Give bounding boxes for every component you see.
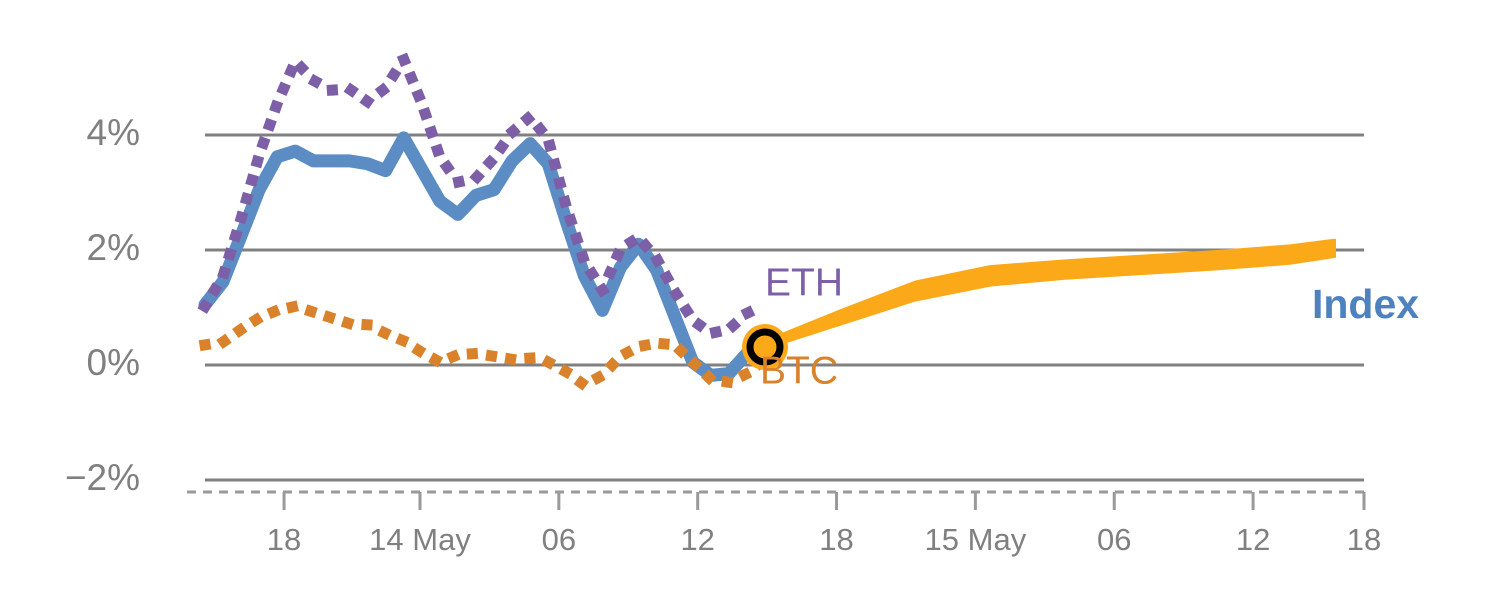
x-tick-label-8: 18 [1347,522,1381,557]
series-annotations: ETH BTC Index [760,261,1419,392]
x-tick-label-0: 18 [267,522,301,557]
annotation-eth: ETH [765,261,843,304]
projection-band [764,238,1336,350]
annotation-btc: BTC [760,349,838,392]
series-line-eth [197,53,773,339]
series-line-index [198,131,772,382]
y-tick-label-3: −2% [65,457,140,498]
annotation-index: Index [1312,281,1419,327]
x-axis-tick-labels: 18 14 May 06 12 18 15 May 06 12 18 [267,522,1381,557]
x-tick-label-4: 18 [819,522,853,557]
x-tick-label-1: 14 May [369,522,471,557]
y-tick-label-1: 2% [87,227,140,268]
x-tick-label-5: 15 May [925,522,1027,557]
current-value-marker[interactable] [742,324,788,370]
marker-ring[interactable] [746,328,784,366]
y-axis-tick-labels: 4% 2% 0% −2% [65,112,140,498]
x-axis [187,490,1366,510]
series-lines [197,53,773,391]
index-projection-band [764,238,1336,350]
y-tick-label-0: 4% [87,112,140,153]
x-tick-label-7: 12 [1236,522,1270,557]
x-tick-label-2: 06 [542,522,576,557]
x-tick-label-3: 12 [680,522,714,557]
y-tick-label-2: 0% [87,342,140,383]
x-tick-label-6: 06 [1097,522,1131,557]
gridlines [205,133,1364,482]
